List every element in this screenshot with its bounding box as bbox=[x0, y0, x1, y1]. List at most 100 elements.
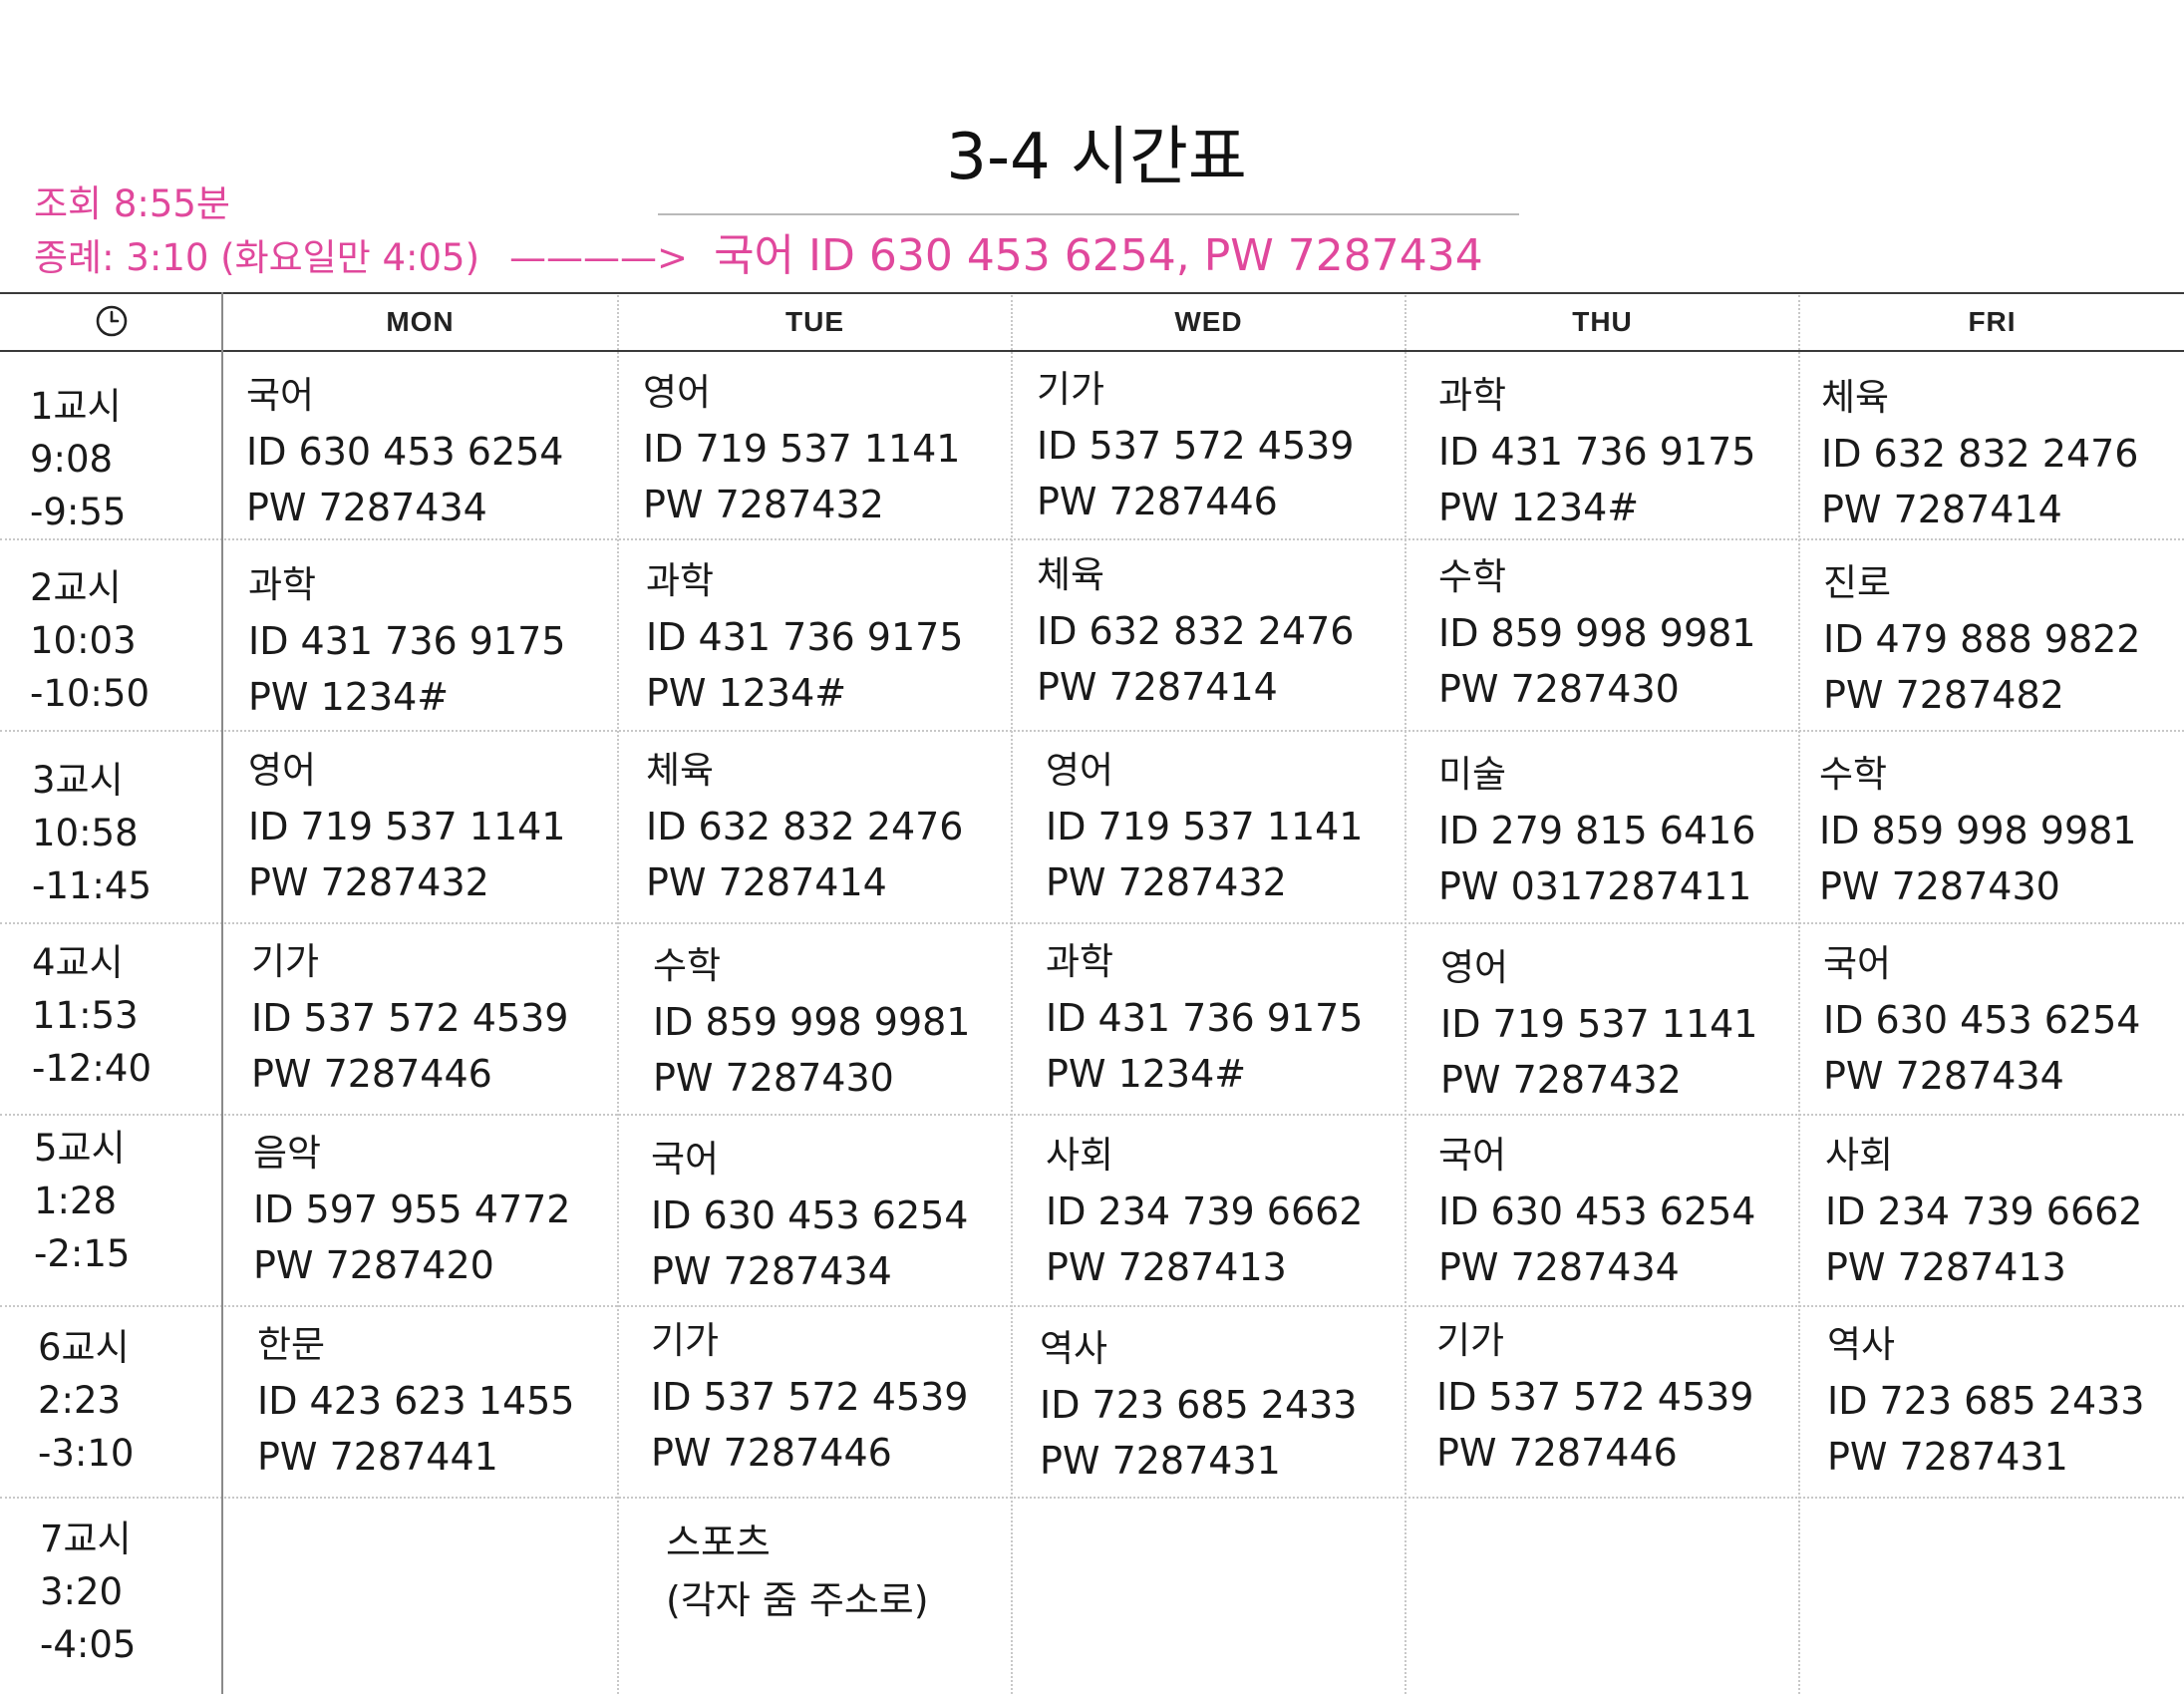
class-cell-wed-4: 과학 ID 431 736 9175 PW 1234# bbox=[1046, 934, 1363, 1102]
period-end: -12:40 bbox=[32, 1047, 152, 1090]
class-cell-fri-1: 체육 ID 632 832 2476 PW 7287414 bbox=[1821, 370, 2138, 537]
subject-name: 과학 bbox=[248, 563, 317, 606]
class-cell-fri-3: 수학 ID 859 998 9981 PW 7287430 bbox=[1819, 747, 2136, 914]
subject-name: 국어 bbox=[246, 374, 315, 417]
meeting-id: ID 279 815 6416 bbox=[1438, 809, 1756, 852]
subject-name: 수학 bbox=[1819, 753, 1888, 796]
day-header-tue: TUE bbox=[785, 306, 844, 337]
meeting-password: PW 7287413 bbox=[1825, 1245, 2066, 1289]
meeting-password: PW 7287434 bbox=[1438, 1245, 1680, 1289]
subject-name: 사회 bbox=[1825, 1134, 1894, 1177]
meeting-password: PW 7287446 bbox=[1436, 1431, 1678, 1475]
meeting-id: ID 431 736 9175 bbox=[646, 615, 964, 659]
period-name: 5교시 bbox=[34, 1127, 126, 1170]
class-cell-wed-2: 체육 ID 632 832 2476 PW 7287414 bbox=[1037, 547, 1354, 715]
meeting-id: ID 859 998 9981 bbox=[1819, 809, 2137, 852]
meeting-id: ID 719 537 1141 bbox=[643, 427, 961, 471]
subject-name: 국어 bbox=[1823, 942, 1892, 985]
class-cell-tue-1: 영어 ID 719 537 1141 PW 7287432 bbox=[643, 365, 960, 532]
subject-name: 수학 bbox=[653, 944, 722, 987]
meeting-id: ID 630 453 6254 bbox=[1438, 1189, 1756, 1233]
meeting-password: PW 7287432 bbox=[1440, 1058, 1682, 1102]
meeting-id: ID 479 888 9822 bbox=[1823, 617, 2141, 661]
period-start: 9:08 bbox=[30, 438, 114, 481]
period-start: 11:53 bbox=[32, 994, 139, 1037]
subject-name: 음악 bbox=[253, 1132, 322, 1175]
class-cell-mon-2: 과학 ID 431 736 9175 PW 1234# bbox=[248, 557, 565, 725]
day-header-mon: MON bbox=[386, 306, 455, 337]
meeting-password: PW 7287430 bbox=[1438, 667, 1680, 711]
class-cell-thu-5: 국어 ID 630 453 6254 PW 7287434 bbox=[1438, 1128, 1755, 1295]
class-cell-thu-1: 과학 ID 431 736 9175 PW 1234# bbox=[1438, 368, 1755, 535]
meeting-id: ID 719 537 1141 bbox=[248, 805, 566, 848]
meeting-password: PW 7287446 bbox=[651, 1431, 892, 1475]
row-divider bbox=[0, 1305, 2184, 1307]
period-end: -11:45 bbox=[32, 864, 152, 907]
clock-icon bbox=[96, 305, 128, 337]
subject-name: 체육 bbox=[1821, 376, 1890, 419]
meeting-id: ID 859 998 9981 bbox=[653, 1000, 971, 1044]
meeting-id: ID 630 453 6254 bbox=[246, 430, 564, 474]
meeting-password: PW 1234# bbox=[646, 671, 847, 715]
meeting-id: ID 423 623 1455 bbox=[257, 1379, 575, 1423]
meeting-password: PW 7287414 bbox=[1037, 665, 1278, 709]
period-start: 1:28 bbox=[34, 1180, 118, 1222]
row-divider bbox=[0, 1114, 2184, 1116]
class-cell-thu-6: 기가 ID 537 572 4539 PW 7287446 bbox=[1436, 1313, 1753, 1481]
subject-name: 영어 bbox=[643, 371, 712, 414]
period-end: -2:15 bbox=[34, 1232, 131, 1275]
class-cell-mon-3: 영어 ID 719 537 1141 PW 7287432 bbox=[248, 743, 565, 910]
meeting-password: PW 7287414 bbox=[1821, 488, 2062, 531]
subject-name: 과학 bbox=[1046, 940, 1114, 983]
meeting-password: PW 7287432 bbox=[248, 860, 489, 904]
meeting-id: ID 537 572 4539 bbox=[1037, 424, 1355, 468]
row-divider bbox=[0, 730, 2184, 732]
column-divider bbox=[1404, 295, 1406, 1694]
period-name: 2교시 bbox=[30, 566, 122, 609]
assembly-note: 조회 8:55분 bbox=[34, 182, 230, 225]
closing-zoom-info: 국어 ID 630 453 6254, PW 7287434 bbox=[714, 230, 1483, 281]
row-divider bbox=[0, 922, 2184, 924]
period-name: 7교시 bbox=[40, 1518, 132, 1560]
period-label: 1교시 9:08 -9:55 bbox=[30, 380, 126, 538]
meeting-password: PW 7287434 bbox=[651, 1249, 892, 1293]
meeting-id: ID 537 572 4539 bbox=[651, 1375, 969, 1419]
class-cell-tue-3: 체육 ID 632 832 2476 PW 7287414 bbox=[646, 743, 963, 910]
class-cell-tue-4: 수학 ID 859 998 9981 PW 7287430 bbox=[653, 938, 970, 1106]
class-cell-wed-6: 역사 ID 723 685 2433 PW 7287431 bbox=[1040, 1321, 1357, 1489]
class-cell-tue-2: 과학 ID 431 736 9175 PW 1234# bbox=[646, 553, 963, 721]
column-divider bbox=[1798, 295, 1800, 1694]
subject-name: 국어 bbox=[1438, 1134, 1507, 1177]
period-label: 5교시 1:28 -2:15 bbox=[34, 1122, 130, 1280]
meeting-password: PW 1234# bbox=[1046, 1052, 1247, 1096]
class-cell-thu-2: 수학 ID 859 998 9981 PW 7287430 bbox=[1438, 549, 1755, 717]
class-cell-tue-7: 스포츠 (각자 줌 주소로) bbox=[666, 1514, 929, 1629]
meeting-id: ID 431 736 9175 bbox=[1046, 996, 1364, 1040]
meeting-password: PW 1234# bbox=[248, 675, 450, 719]
arrow-icon: ————> bbox=[509, 236, 689, 279]
grid-top-border bbox=[0, 292, 2184, 294]
period-name: 4교시 bbox=[32, 941, 124, 984]
meeting-password: PW 7287414 bbox=[646, 860, 887, 904]
class-cell-wed-1: 기가 ID 537 572 4539 PW 7287446 bbox=[1037, 362, 1354, 529]
subject-name: 기가 bbox=[651, 1319, 720, 1362]
column-divider bbox=[617, 295, 619, 1694]
subject-name: 수학 bbox=[1438, 555, 1507, 598]
period-end: -9:55 bbox=[30, 491, 127, 533]
meeting-id: ID 234 739 6662 bbox=[1825, 1189, 2143, 1233]
period-start: 10:58 bbox=[32, 812, 139, 854]
subject-name: 기가 bbox=[1037, 368, 1105, 411]
period-label: 3교시 10:58 -11:45 bbox=[32, 754, 152, 912]
meeting-password: PW 7287413 bbox=[1046, 1245, 1287, 1289]
period-name: 1교시 bbox=[30, 385, 122, 428]
day-header-thu: THU bbox=[1572, 306, 1633, 337]
timetable-grid: MON TUE WED THU FRI 1교시 9:08 -9:55 2교시 1… bbox=[0, 292, 2184, 1694]
meeting-password: PW 7287482 bbox=[1823, 673, 2064, 717]
period-start: 3:20 bbox=[40, 1570, 124, 1613]
meeting-id: ID 630 453 6254 bbox=[1823, 998, 2141, 1042]
subject-name: 기가 bbox=[251, 940, 320, 983]
closing-time: 종례: 3:10 (화요일만 4:05) bbox=[34, 236, 480, 279]
header-bottom-border bbox=[0, 350, 2184, 352]
subject-name: 역사 bbox=[1827, 1323, 1896, 1366]
class-cell-fri-2: 진로 ID 479 888 9822 PW 7287482 bbox=[1823, 555, 2140, 723]
